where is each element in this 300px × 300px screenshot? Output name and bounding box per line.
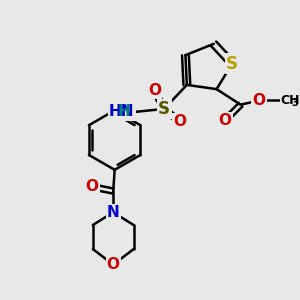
- Text: CH: CH: [281, 94, 300, 107]
- Text: O: O: [107, 257, 120, 272]
- Text: O: O: [253, 93, 266, 108]
- Text: N: N: [107, 205, 120, 220]
- Text: 3: 3: [291, 98, 298, 108]
- Text: S: S: [226, 55, 238, 73]
- Text: O: O: [219, 113, 232, 128]
- Text: O: O: [148, 83, 161, 98]
- Text: O: O: [85, 179, 98, 194]
- Text: H: H: [118, 104, 130, 119]
- Text: O: O: [173, 114, 186, 129]
- Text: HN: HN: [109, 104, 134, 119]
- Text: S: S: [158, 100, 170, 118]
